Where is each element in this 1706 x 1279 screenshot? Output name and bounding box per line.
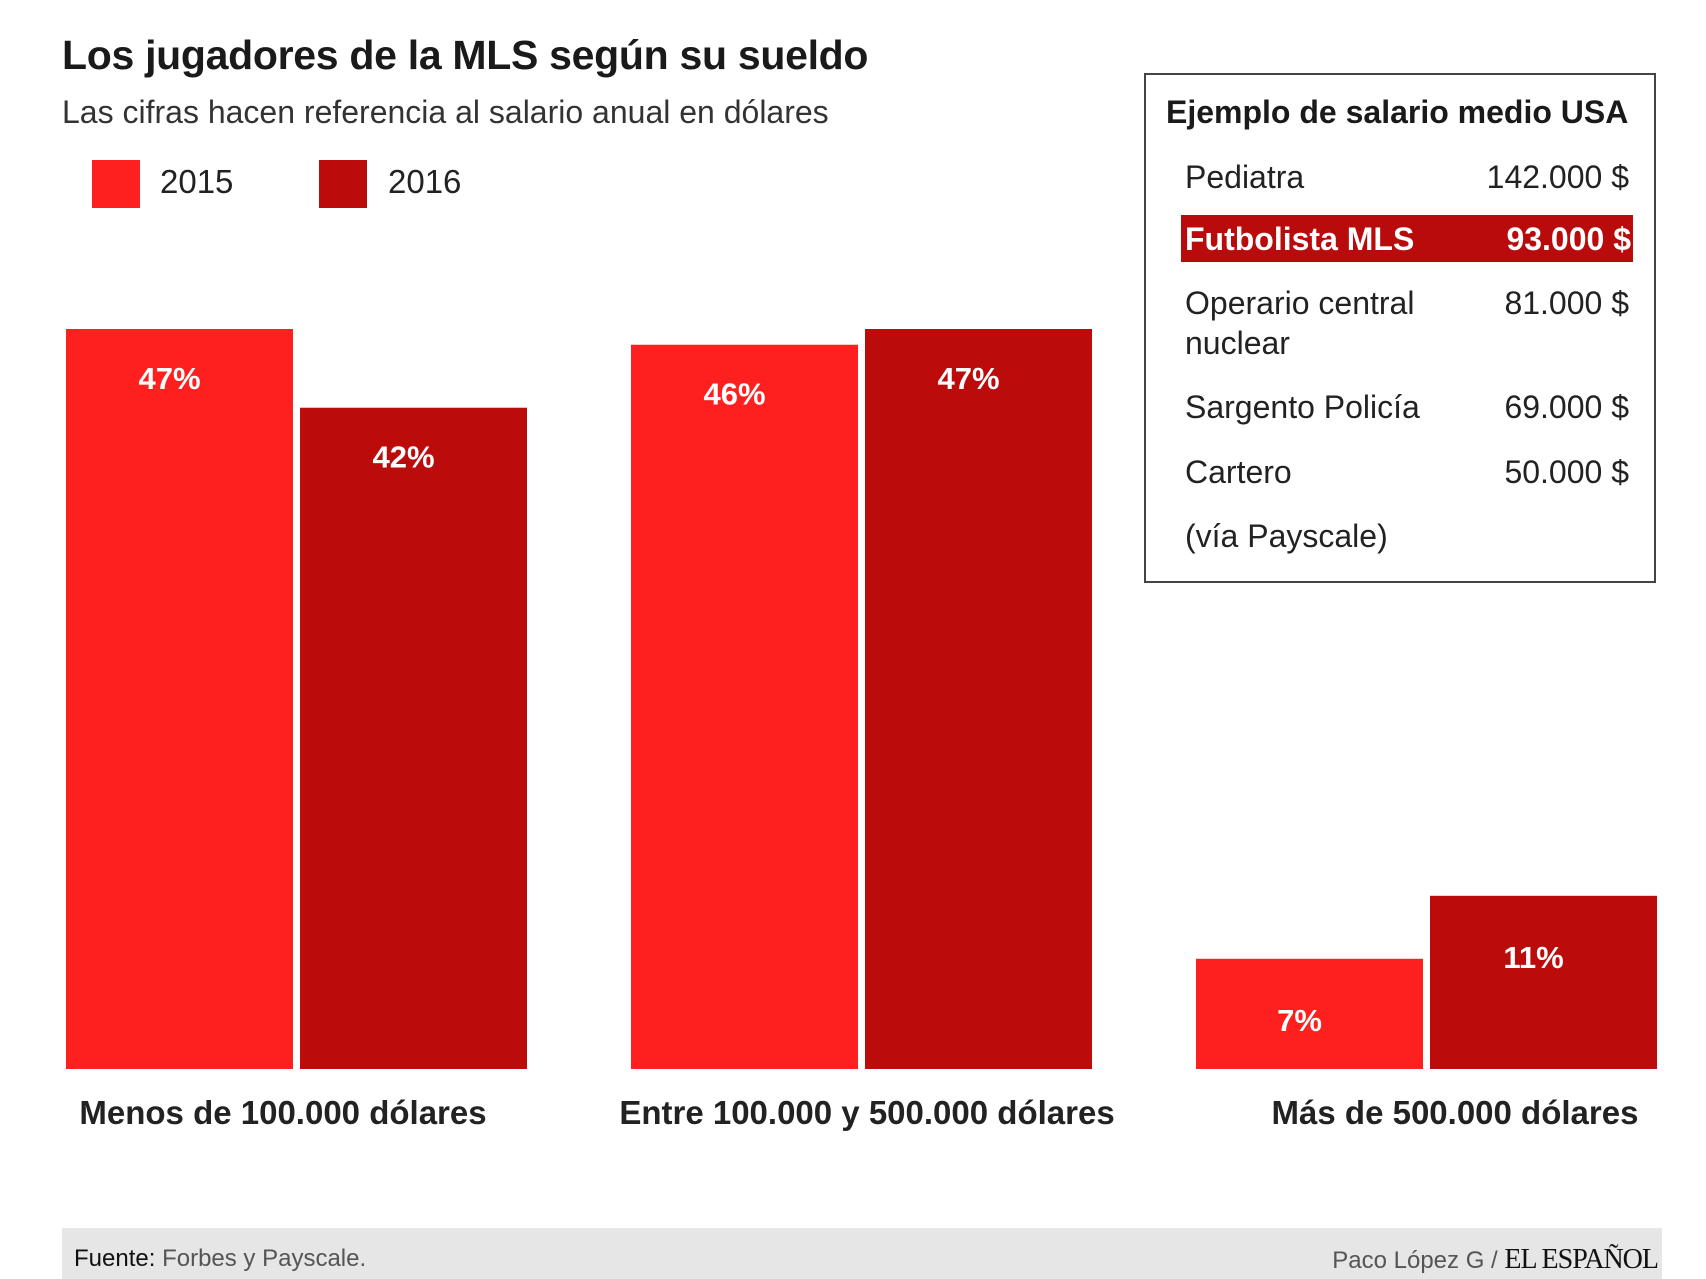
author-credit: Paco López G / [1332, 1247, 1498, 1274]
legend-label-2015: 2015 [160, 163, 234, 200]
salary-examples-box [1144, 73, 1656, 583]
footer-credit: Paco López G / EL ESPAÑOL [1332, 1244, 1659, 1276]
chart-subtitle: Las cifras hacen referencia al salario a… [62, 94, 829, 130]
bar-2016-0 [300, 407, 527, 1070]
footer-bar [62, 1228, 1662, 1279]
row-name: Pediatra [1185, 159, 1305, 195]
bar-2015-0 [66, 329, 293, 1069]
row-name: Sargento Policía [1185, 389, 1420, 425]
bar-value-label: 47% [937, 361, 999, 396]
bar-2015-1 [631, 344, 858, 1069]
legend-label-2016: 2016 [388, 163, 462, 200]
box-note: (vía Payscale) [1185, 518, 1388, 554]
bar-2016-2 [1430, 895, 1657, 1069]
row-value: 142.000 $ [1486, 159, 1629, 195]
row-name: Cartero [1185, 454, 1292, 490]
row-value-highlight: 93.000 $ [1506, 221, 1631, 257]
category-label: Entre 100.000 y 500.000 dólares [619, 1094, 1114, 1131]
bar-value-label: 47% [138, 361, 200, 396]
row-name: Operario central nuclear [1185, 285, 1415, 361]
row-name-highlight: Futbolista MLS [1185, 221, 1415, 257]
bar-value-label: 42% [372, 440, 434, 475]
bar-value-label: 46% [703, 377, 765, 412]
legend-swatch-2016 [319, 160, 367, 208]
category-label: Menos de 100.000 dólares [79, 1094, 486, 1131]
el-espanol-logo: EL ESPAÑOL [1504, 1244, 1659, 1275]
bar-chart: 47% 42% Menos de 100.000 dólares 46% 47% Entr… [66, 329, 1657, 1131]
highlight-row-bg [1181, 215, 1633, 262]
category-label: Más de 500.000 dólares [1272, 1094, 1639, 1131]
bar-value-label: 7% [1277, 1003, 1322, 1038]
bar-value-label: 11% [1503, 940, 1563, 975]
source-text: Forbes y Payscale. [162, 1245, 367, 1272]
row-value: 50.000 $ [1504, 454, 1629, 490]
row-value: 81.000 $ [1504, 285, 1629, 321]
bar-2015-2 [1196, 958, 1423, 1069]
row-value: 69.000 $ [1504, 389, 1629, 425]
bar-2016-1 [865, 329, 1092, 1069]
footer-source: Fuente: Forbes y Payscale. [74, 1245, 366, 1273]
source-label: Fuente: [74, 1245, 156, 1272]
box-title: Ejemplo de salario medio USA [1166, 94, 1629, 130]
legend-swatch-2015 [92, 160, 140, 208]
chart-title: Los jugadores de la MLS según su sueldo [62, 32, 869, 78]
